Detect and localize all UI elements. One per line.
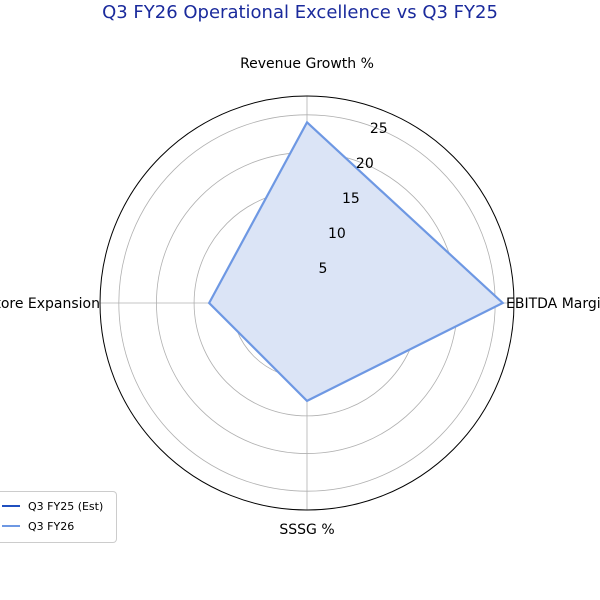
legend-swatch-q3-fy25 (2, 505, 20, 507)
radial-tick-10: 10 (328, 226, 346, 242)
axis-label-revenue-growth: Revenue Growth % (240, 56, 374, 72)
outer-frame (99, 95, 515, 511)
series-fill-q3-fy26 (209, 122, 503, 401)
axis-label-ebitda-margin: EBITDA Margin (506, 296, 600, 312)
radar-labels: 5 10 15 20 25 Revenue Growth % EBITDA Margin SS… (0, 56, 600, 538)
series-line-q3-fy26 (207, 120, 505, 403)
legend-swatch-q3-fy26 (2, 525, 20, 527)
radial-tick-5: 5 (318, 261, 327, 277)
legend: Q3 FY25 (Est) Q3 FY26 (0, 491, 117, 543)
legend-label-q3-fy25: Q3 FY25 (Est) (28, 499, 104, 513)
legend-item-q3-fy26: Q3 FY26 (0, 517, 74, 535)
legend-item-q3-fy25: Q3 FY25 (Est) (0, 497, 103, 515)
axis-label-sssg: SSSG % (279, 522, 334, 538)
radar-series (207, 120, 505, 403)
axis-label-store-expansion: Store Expansion (0, 296, 100, 312)
radial-tick-20: 20 (356, 156, 374, 172)
legend-label-q3-fy26: Q3 FY26 (28, 519, 75, 533)
radial-tick-15: 15 (342, 191, 360, 207)
chart-title: Q3 FY26 Operational Excellence vs Q3 FY2… (102, 2, 498, 23)
radial-tick-25: 25 (370, 121, 388, 137)
